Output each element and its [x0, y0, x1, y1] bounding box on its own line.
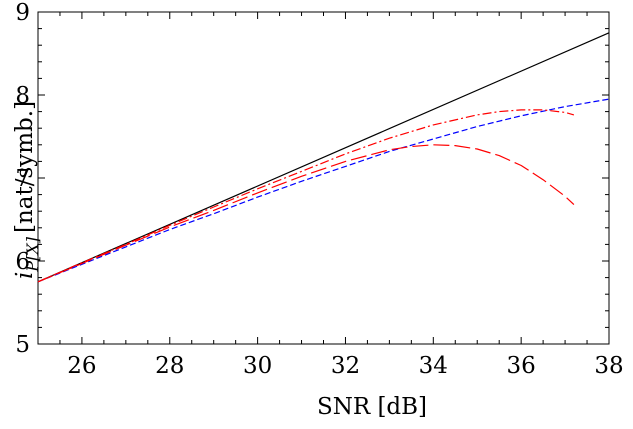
plot-frame — [37, 11, 610, 345]
x-tick-label: 34 — [419, 353, 448, 379]
y-axis-label-unit: [nat/symb.] — [12, 101, 38, 233]
tick-layer: 26 28 30 32 34 36 38 5 6 7 8 9 — [15, 0, 623, 379]
series-line-1 — [37, 32, 610, 283]
x-tick-label: 30 — [243, 353, 272, 379]
x-tick-label: 26 — [67, 353, 96, 379]
y-axis-label-var: i — [12, 272, 38, 279]
y-tick-label: 9 — [15, 0, 30, 26]
plot-area — [37, 11, 610, 345]
x-axis-label: SNR [dB] — [317, 394, 427, 420]
y-tick-label: 5 — [15, 332, 30, 358]
y-tick-label: 6 — [15, 249, 30, 275]
x-tick-label: 28 — [155, 353, 184, 379]
series-line-4 — [37, 144, 575, 283]
x-tick-label: 32 — [331, 353, 360, 379]
y-tick-label: 7 — [15, 166, 30, 192]
x-tick-label: 38 — [594, 353, 623, 379]
series-line-3 — [37, 109, 575, 283]
y-tick-label: 8 — [15, 83, 30, 109]
y-axis-label-sub: P[X] — [23, 236, 42, 272]
y-axis-label: iP[X] [nat/symb.] — [12, 101, 42, 279]
series-layer — [37, 32, 610, 283]
series-line-2 — [37, 98, 610, 283]
x-tick-label: 36 — [507, 353, 536, 379]
